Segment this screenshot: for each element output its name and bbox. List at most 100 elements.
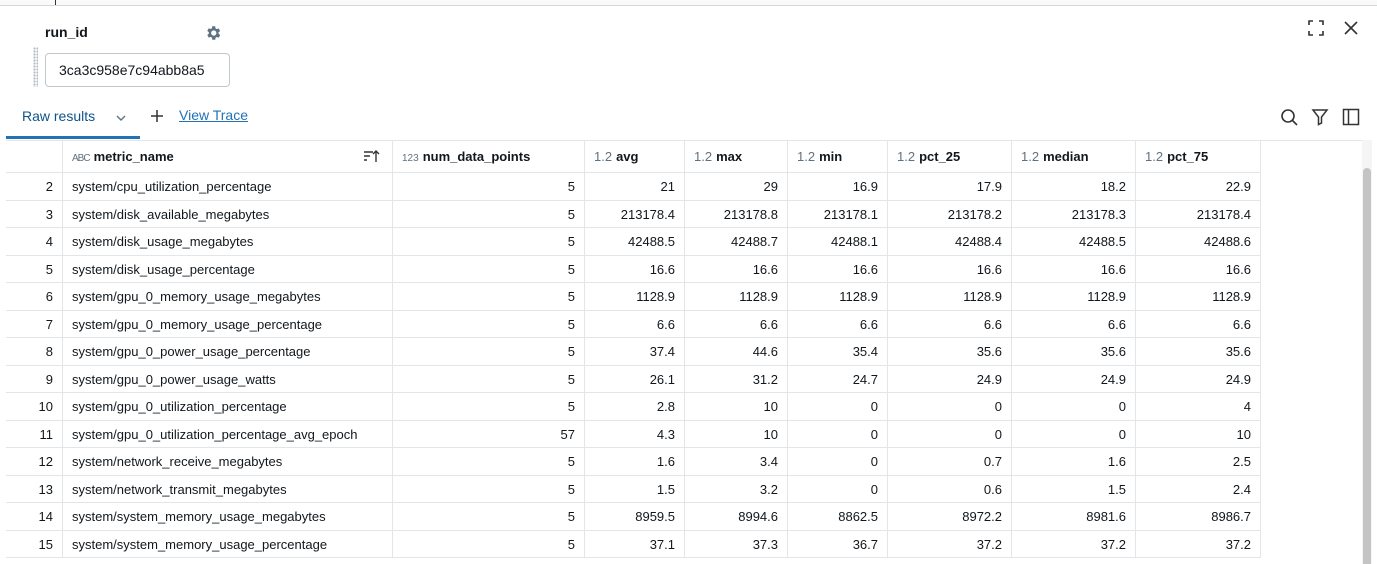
row-number: 6 xyxy=(6,283,63,311)
drag-handle[interactable] xyxy=(33,47,38,87)
editor-strip xyxy=(0,0,1377,6)
column-type: 1.2 xyxy=(594,149,613,164)
column-name: pct_25 xyxy=(919,149,961,164)
settings-icon[interactable] xyxy=(204,24,222,42)
view-trace-link[interactable]: View Trace xyxy=(179,107,248,123)
table-cell: 0 xyxy=(1012,393,1136,421)
table-cell: 42488.5 xyxy=(585,228,685,256)
row-number: 2 xyxy=(6,173,63,201)
table-cell: 22.9 xyxy=(1136,173,1261,201)
table-cell: 1.6 xyxy=(1012,448,1136,476)
table-cell: 42488.7 xyxy=(685,228,788,256)
table-cell: 5 xyxy=(393,393,585,421)
table-cell: 213178.1 xyxy=(788,200,888,228)
line-number: 25 xyxy=(30,0,43,3)
table-cell: 2.8 xyxy=(585,393,685,421)
table-cell: 29 xyxy=(685,173,788,201)
table-cell: 213178.8 xyxy=(685,200,788,228)
tab-underline xyxy=(6,136,140,139)
column-name: num_data_points xyxy=(422,149,531,164)
column-type: ABC xyxy=(72,153,91,164)
search-icon[interactable] xyxy=(1279,107,1299,127)
table-cell: 6.6 xyxy=(685,310,788,338)
tab-dropdown[interactable] xyxy=(114,111,128,125)
table-cell: 10 xyxy=(685,420,788,448)
column-type: 1.2 xyxy=(1145,149,1164,164)
table-cell: 5 xyxy=(393,200,585,228)
table-cell: 213178.4 xyxy=(585,200,685,228)
table-cell: 18.2 xyxy=(1012,173,1136,201)
widget-value: 3ca3c958e7c94abb8a5 xyxy=(59,62,205,78)
header-cell xyxy=(6,141,63,173)
table-cell: 6.6 xyxy=(585,310,685,338)
column-type: 1.2 xyxy=(797,149,816,164)
table-cell: 37.4 xyxy=(585,338,685,366)
table-cell: 2.5 xyxy=(1136,448,1261,476)
header-cell: 123 num_data_points xyxy=(393,141,585,173)
table-cell: system/system_memory_usage_megabytes xyxy=(63,503,393,531)
table-cell: 37.2 xyxy=(1136,530,1261,558)
table-cell: 4.3 xyxy=(585,420,685,448)
table-cell: 0 xyxy=(1012,420,1136,448)
table-cell: 16.6 xyxy=(585,255,685,283)
table-cell: system/disk_available_megabytes xyxy=(63,200,393,228)
table-cell: 5 xyxy=(393,365,585,393)
table-cell: 35.6 xyxy=(888,338,1012,366)
table-cell: system/disk_usage_percentage xyxy=(63,255,393,283)
table-cell: 17.9 xyxy=(888,173,1012,201)
header-cell: 1.2 min xyxy=(788,141,888,173)
table-cell: 213178.3 xyxy=(1012,200,1136,228)
table-cell: 1.5 xyxy=(1012,475,1136,503)
table-cell: 5 xyxy=(393,338,585,366)
table-cell: 37.3 xyxy=(685,530,788,558)
close-icon[interactable] xyxy=(1341,18,1361,38)
table-cell: 8986.7 xyxy=(1136,503,1261,531)
table-cell: 35.6 xyxy=(1012,338,1136,366)
table-cell: 1128.9 xyxy=(585,283,685,311)
table-cell: 16.9 xyxy=(788,173,888,201)
table-cell: 5 xyxy=(393,255,585,283)
widget-input[interactable]: 3ca3c958e7c94abb8a5 xyxy=(45,53,230,87)
table-cell: system/network_transmit_megabytes xyxy=(63,475,393,503)
table-cell: 35.6 xyxy=(1136,338,1261,366)
table-cell: 42488.4 xyxy=(888,228,1012,256)
header-cell: 1.2 pct_25 xyxy=(888,141,1012,173)
table-cell: 5 xyxy=(393,448,585,476)
table-cell: system/gpu_0_utilization_percentage xyxy=(63,393,393,421)
filter-icon[interactable] xyxy=(1310,107,1330,127)
table-cell: 6.6 xyxy=(788,310,888,338)
add-tab[interactable] xyxy=(149,108,165,124)
expand-icon[interactable] xyxy=(1306,18,1326,38)
table-cell: 10 xyxy=(685,393,788,421)
header-cell: 1.2 avg xyxy=(585,141,685,173)
panel-icon[interactable] xyxy=(1341,107,1361,127)
table-cell: 8862.5 xyxy=(788,503,888,531)
table-cell: 1128.9 xyxy=(685,283,788,311)
table-cell: 1128.9 xyxy=(1136,283,1261,311)
table-cell: 0.6 xyxy=(888,475,1012,503)
table-cell: 57 xyxy=(393,420,585,448)
table-cell: 3.4 xyxy=(685,448,788,476)
table-cell: 8959.5 xyxy=(585,503,685,531)
table-cell: 5 xyxy=(393,310,585,338)
row-number: 9 xyxy=(6,365,63,393)
tab-raw-results[interactable]: Raw results xyxy=(22,108,96,124)
table-cell: 21 xyxy=(585,173,685,201)
column-type: 1.2 xyxy=(897,149,916,164)
row-number: 7 xyxy=(6,310,63,338)
table-cell: system/gpu_0_memory_usage_percentage xyxy=(63,310,393,338)
table-cell: 36.7 xyxy=(788,530,888,558)
table-cell: 5 xyxy=(393,228,585,256)
table-cell: 6.6 xyxy=(888,310,1012,338)
table-cell: 0 xyxy=(788,448,888,476)
table-cell: 16.6 xyxy=(1012,255,1136,283)
column-name: median xyxy=(1043,149,1089,164)
table-cell: 42488.1 xyxy=(788,228,888,256)
row-number: 11 xyxy=(6,420,63,448)
table-cell: 5 xyxy=(393,530,585,558)
table-cell: 0 xyxy=(888,420,1012,448)
table-cell: system/gpu_0_power_usage_watts xyxy=(63,365,393,393)
sort-icon[interactable] xyxy=(363,148,381,164)
table-cell: 0 xyxy=(788,475,888,503)
